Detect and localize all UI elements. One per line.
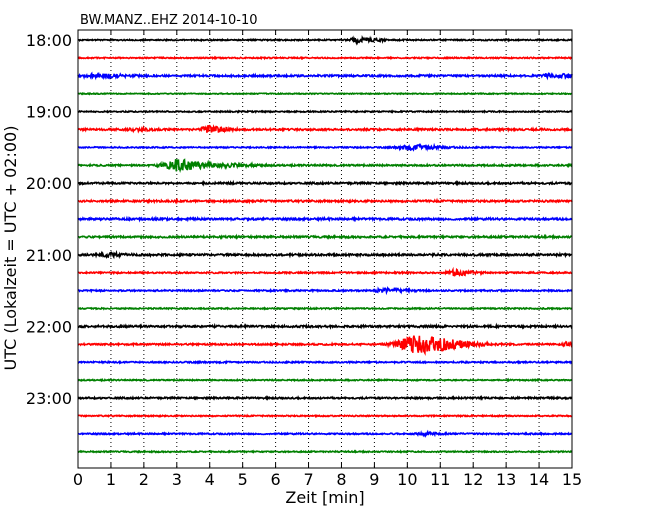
x-tick-label: 0 [73,470,83,489]
seismic-trace-2230 [77,359,573,365]
x-tick-label: 3 [172,470,182,489]
seismic-trace-2245 [77,377,573,383]
seismic-trace-2030 [77,215,573,223]
y-axis-label: UTC (Lokalzeit = UTC + 02:00) [1,126,20,371]
seismic-trace-1800 [77,35,573,46]
y-tick-label: 21:00 [26,246,72,265]
seismic-trace-1830 [77,71,573,81]
axis-ticks: 0 1 2 3 4 5 6 7 8 9 10 11 12 13 14 1518:0019:0020:0021:… [26,30,582,489]
y-tick-label: 18:00 [26,31,72,50]
x-axis-label: Zeit [min] [285,488,364,507]
seismic-trace-2115 [77,266,573,277]
x-tick-label: 10 [397,470,417,489]
plot-frame [77,29,573,469]
x-tick-label: 7 [303,470,313,489]
grid-lines [110,30,540,468]
x-tick-label: 15 [562,470,582,489]
y-tick-label: 20:00 [26,174,72,193]
seismic-trace-2000 [77,179,573,187]
seismic-trace-2345 [77,449,573,455]
y-tick-label: 22:00 [26,317,72,336]
traces [77,35,573,455]
seismic-trace-1900 [77,109,573,114]
seismic-trace-1930 [77,142,573,152]
y-tick-label: 19:00 [26,103,72,122]
x-tick-label: 8 [336,470,346,489]
x-tick-label: 11 [430,470,450,489]
seismic-trace-1845 [77,91,573,96]
seismic-trace-2200 [77,322,573,330]
x-tick-label: 13 [496,470,516,489]
x-tick-label: 2 [139,470,149,489]
x-tick-label: 1 [106,470,116,489]
seismic-trace-1945 [77,158,573,174]
x-tick-label: 9 [369,470,379,489]
x-tick-label: 14 [529,470,549,489]
seismic-trace-2300 [77,394,573,401]
x-tick-label: 4 [205,470,215,489]
x-tick-label: 6 [271,470,281,489]
seismic-trace-2330 [77,429,573,439]
seismic-trace-2045 [77,233,573,241]
seismic-trace-2145 [78,306,573,311]
seismic-trace-2315 [77,413,573,419]
seismic-trace-2130 [77,285,573,296]
seismic-trace-2015 [77,197,573,205]
seismic-trace-1915 [77,124,573,134]
x-tick-label: 12 [463,470,483,489]
x-tick-label: 5 [238,470,248,489]
seismic-trace-1815 [77,55,573,61]
y-tick-label: 23:00 [26,389,72,408]
chart-title: BW.MANZ..EHZ 2014-10-10 [80,13,258,28]
seismic-trace-2100 [77,249,573,260]
seismic-trace-2215 [77,335,573,357]
